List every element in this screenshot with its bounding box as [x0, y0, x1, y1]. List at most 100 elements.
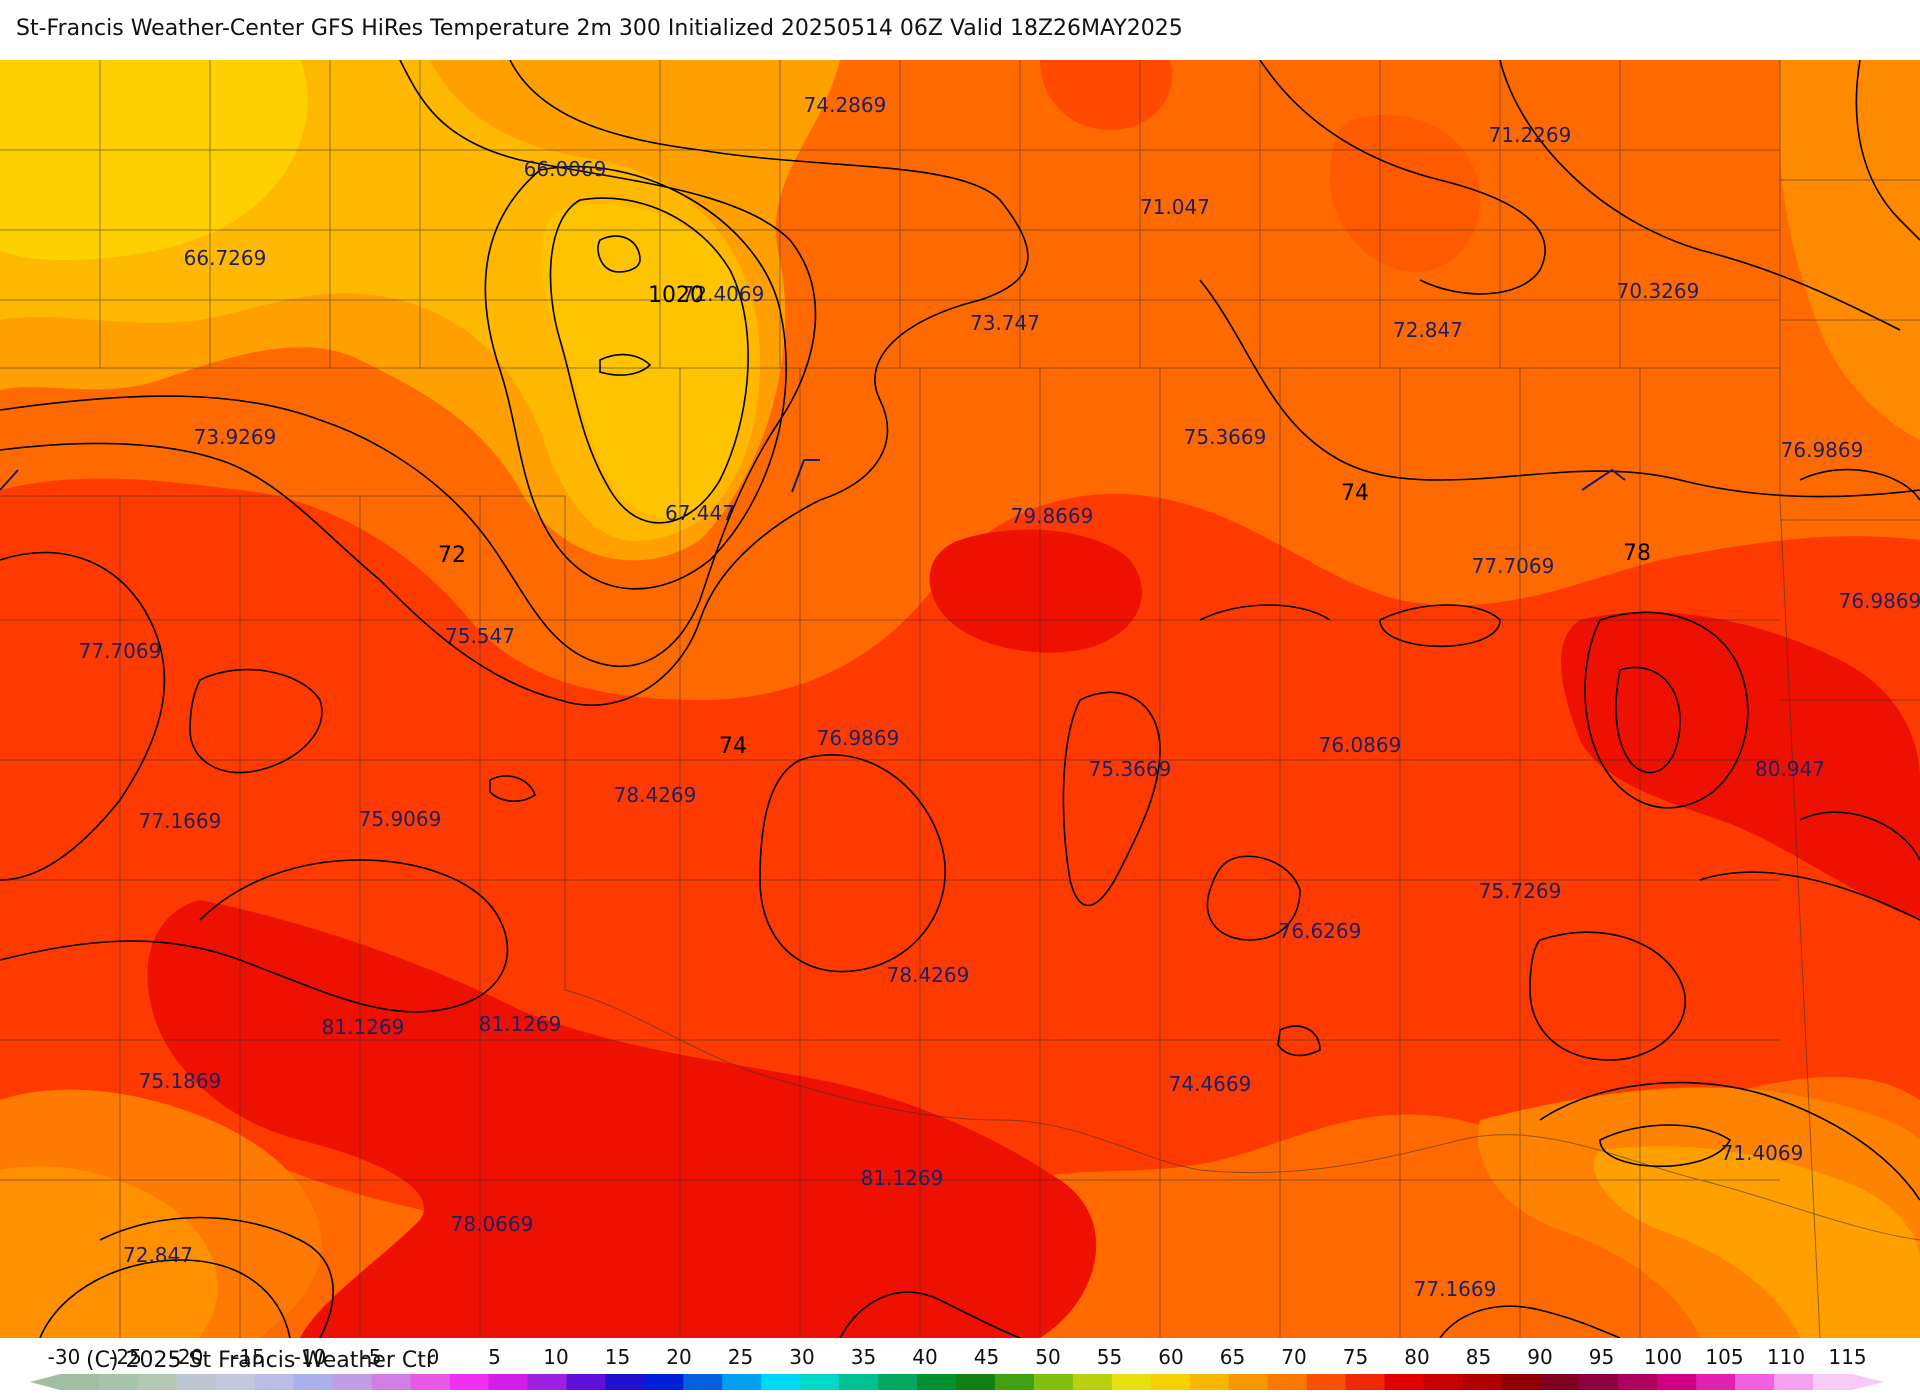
legend-color-swatch [1111, 1374, 1152, 1390]
legend-tick-label: 60 [1158, 1345, 1183, 1369]
temp-fill-79 [929, 529, 1142, 653]
legend-tick-label: 75 [1343, 1345, 1368, 1369]
temperature-value-label: 73.747 [970, 311, 1040, 335]
legend-tick-label: -30 [48, 1345, 81, 1369]
legend-color-swatch [839, 1374, 879, 1390]
legend-color-swatch [449, 1374, 490, 1390]
contour-label: 1020 [648, 283, 704, 308]
legend-tick-label: 80 [1404, 1345, 1429, 1369]
map-title: St-Francis Weather-Center GFS HiRes Temp… [16, 16, 1183, 41]
legend-color-swatch [761, 1374, 801, 1390]
temp-fill-70-sw [0, 1166, 218, 1338]
legend-ticks: -30 -25 -20 -15 -10 -5 0 5 10 15 20 25 30 35 40 45 50 55 6… [48, 1345, 1867, 1369]
legend-tick-label: 15 [605, 1345, 630, 1369]
legend-tick-label: 70 [1281, 1345, 1306, 1369]
legend-color-swatch [60, 1374, 100, 1390]
legend-left-arrow [30, 1374, 60, 1390]
legend-tick-label: 25 [728, 1345, 753, 1369]
legend-color-swatch [917, 1374, 957, 1390]
legend-tick-label: -5 [362, 1345, 382, 1369]
color-legend: -30 -25 -20 -15 -10 -5 0 5 10 15 20 25 30 35 40 45 50 55 6… [30, 1345, 1884, 1390]
temperature-value-label: 72.847 [123, 1243, 193, 1267]
legend-tick-label: 45 [974, 1345, 999, 1369]
legend-color-swatch [527, 1374, 567, 1390]
legend-tick-label: 30 [789, 1345, 814, 1369]
wind-barbs [0, 459, 1626, 493]
legend-tick-label: -20 [171, 1345, 204, 1369]
temp-fill-75-n [1040, 60, 1172, 130]
legend-color-swatch [1267, 1374, 1308, 1390]
temperature-value-label: 72.4069 [682, 282, 765, 306]
temperature-value-label: 76.9869 [1839, 589, 1920, 613]
temperature-value-label: 76.9869 [1781, 438, 1864, 462]
legend-color-swatch [722, 1374, 762, 1390]
legend-color-swatch [994, 1374, 1035, 1390]
temperature-value-label: 71.4069 [1721, 1141, 1804, 1165]
legend-tick-label: 110 [1767, 1345, 1805, 1369]
temperature-value-label: 67.447 [665, 501, 735, 525]
temperature-value-label: 71.2269 [1489, 123, 1572, 147]
legend-color-swatch [137, 1374, 178, 1390]
temperature-value-label: 80.947 [1755, 757, 1825, 781]
temp-fill-70-se [1593, 1146, 1920, 1338]
copyright-text: (C) 2025 St Francis Weather Ctr [86, 1348, 435, 1373]
legend-color-swatch [98, 1374, 139, 1390]
temp-fill-68-ne [1780, 60, 1920, 440]
legend-tick-label: -15 [232, 1345, 265, 1369]
temperature-value-label: 74.2869 [804, 93, 887, 117]
legend-color-swatch [1228, 1374, 1269, 1390]
legend-color-swatch [410, 1374, 451, 1390]
legend-color-swatch [332, 1374, 373, 1390]
boundary-lines [0, 60, 1920, 1338]
temperature-value-label: 78.4269 [887, 963, 970, 987]
legend-color-swatch [1150, 1374, 1191, 1390]
temp-fill-80-east [1561, 612, 1920, 920]
temperature-value-label: 77.1669 [139, 809, 222, 833]
legend-color-swatch [488, 1374, 528, 1390]
temperature-value-label: 79.8669 [1011, 504, 1094, 528]
legend-tick-label: 40 [912, 1345, 937, 1369]
legend-color-swatch [1423, 1374, 1463, 1390]
legend-color-swatch [605, 1374, 645, 1390]
legend-color-swatch [1501, 1374, 1541, 1390]
legend-tick-label: 0 [427, 1345, 440, 1369]
temperature-value-label: 78.0669 [451, 1212, 534, 1236]
legend-color-swatch [1618, 1374, 1658, 1390]
legend-color-swatch [1774, 1374, 1814, 1390]
temperature-value-label: 81.1269 [322, 1015, 405, 1039]
contour-label: 74 [719, 734, 747, 759]
temperature-value-label: 77.1669 [1414, 1277, 1497, 1301]
temperature-map: 74.2869 71.2269 66.0069 71.047 66.7269 72.406… [0, 60, 1920, 1338]
temperature-value-label: 81.1269 [479, 1012, 562, 1036]
legend-color-swatch [1540, 1374, 1580, 1390]
contour-labels: 1020 74 78 72 74 [438, 283, 1651, 759]
temperature-value-label: 66.7269 [184, 246, 267, 270]
temperature-value-label: 70.3269 [1617, 279, 1700, 303]
temperature-value-label: 75.1869 [139, 1069, 222, 1093]
legend-color-swatch [1033, 1374, 1074, 1390]
legend-color-swatch [215, 1374, 256, 1390]
legend-color-swatch [1579, 1374, 1619, 1390]
temperature-value-label: 75.3669 [1089, 757, 1172, 781]
legend-color-swatch [176, 1374, 217, 1390]
legend-color-swatch [644, 1374, 684, 1390]
legend-tick-label: 95 [1589, 1345, 1614, 1369]
legend-color-swatch [566, 1374, 606, 1390]
temperature-value-label: 72.847 [1393, 318, 1463, 342]
temperature-value-label: 74.4669 [1169, 1072, 1252, 1096]
contour-label: 74 [1341, 481, 1369, 506]
temperature-value-label: 76.0869 [1319, 733, 1402, 757]
temperature-value-label: 75.547 [445, 624, 515, 648]
isobar-contours [0, 60, 1920, 1338]
legend-tick-label: 50 [1035, 1345, 1060, 1369]
legend-tick-label: 115 [1828, 1345, 1866, 1369]
temperature-value-label: 71.047 [1140, 195, 1210, 219]
temperature-value-label: 75.9069 [359, 807, 442, 831]
temperature-value-label: 66.0069 [524, 157, 607, 181]
temperature-value-label: 75.3669 [1184, 425, 1267, 449]
legend-tick-label: 100 [1644, 1345, 1682, 1369]
contour-label: 78 [1623, 541, 1651, 566]
legend-tick-label: -10 [294, 1345, 327, 1369]
legend-color-swatch [800, 1374, 840, 1390]
legend-color-swatch [371, 1374, 412, 1390]
